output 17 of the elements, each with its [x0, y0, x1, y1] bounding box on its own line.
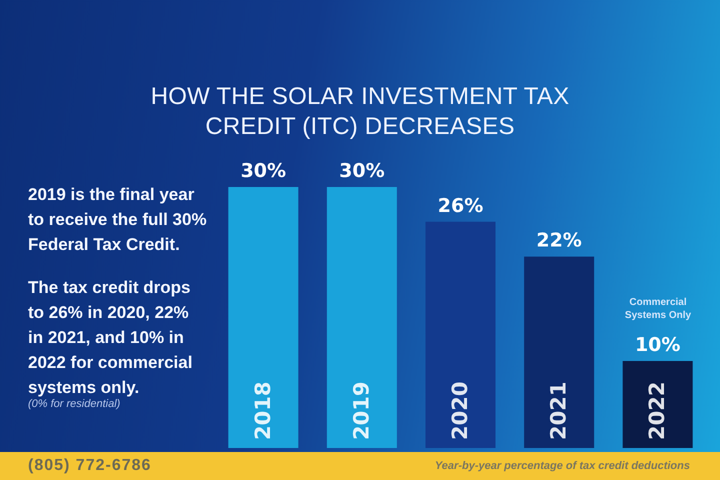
data-label: 30% — [339, 160, 385, 182]
x-tick-label: 2020 — [448, 382, 472, 440]
annotation: Commercial Systems Only — [624, 296, 692, 322]
text: The tax credit drops to 26% in 2020, 22% in 2021, and 10% in 2022 for commercial systems only. — [28, 278, 192, 397]
text: 2019 is the final year to receive the full 30% Federal Tax Credit. — [28, 184, 208, 256]
x-tick-label: 2019 — [349, 382, 374, 440]
data-label: 26% — [438, 194, 484, 217]
x-tick-label: 2022 — [645, 382, 670, 440]
data-label: 22% — [536, 230, 582, 252]
text: (805) 772-6786 — [28, 457, 152, 475]
x-tick-label: 2021 — [546, 382, 571, 440]
text: Year-by-year percentage of tax credit deductions — [434, 460, 690, 472]
data-label: 30% — [240, 160, 286, 182]
data-label: 10% — [634, 334, 680, 356]
text: (0% for residential) — [28, 397, 122, 411]
x-tick-label: 2018 — [250, 382, 275, 440]
chart-title: HOW THE SOLAR INVESTMENT TAX CREDIT (ITC) DECREASES — [150, 82, 570, 142]
